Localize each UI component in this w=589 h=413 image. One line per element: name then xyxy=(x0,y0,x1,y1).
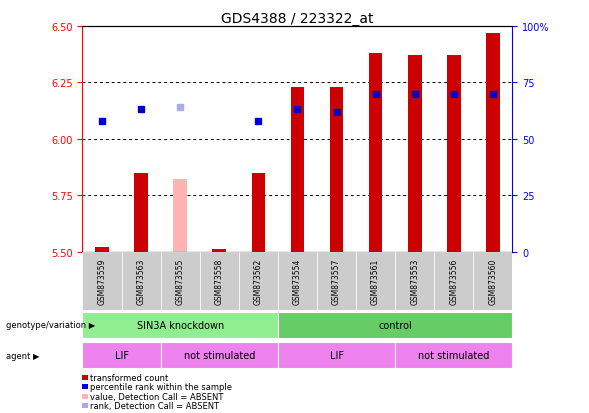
Text: not stimulated: not stimulated xyxy=(184,350,255,360)
Text: agent ▶: agent ▶ xyxy=(6,351,39,360)
Bar xyxy=(434,252,474,310)
Bar xyxy=(239,252,278,310)
Title: GDS4388 / 223322_at: GDS4388 / 223322_at xyxy=(221,12,373,26)
Bar xyxy=(252,173,265,252)
Bar xyxy=(82,342,161,368)
Bar xyxy=(200,252,239,310)
Text: percentile rank within the sample: percentile rank within the sample xyxy=(90,382,231,392)
Text: GSM873556: GSM873556 xyxy=(449,258,458,304)
Bar xyxy=(161,342,278,368)
Text: GSM873561: GSM873561 xyxy=(371,258,380,304)
Text: genotype/variation ▶: genotype/variation ▶ xyxy=(6,320,95,330)
Bar xyxy=(290,88,305,252)
Bar xyxy=(173,180,187,252)
Bar xyxy=(317,252,356,310)
Bar xyxy=(447,56,461,252)
Bar xyxy=(161,252,200,310)
Bar xyxy=(95,247,109,252)
Bar xyxy=(278,342,395,368)
Text: GSM873559: GSM873559 xyxy=(98,258,107,304)
Bar xyxy=(121,252,161,310)
Text: GSM873558: GSM873558 xyxy=(215,258,224,304)
Bar xyxy=(213,250,226,252)
Text: GSM873553: GSM873553 xyxy=(410,258,419,304)
Text: SIN3A knockdown: SIN3A knockdown xyxy=(137,320,224,330)
Text: not stimulated: not stimulated xyxy=(418,350,489,360)
Text: rank, Detection Call = ABSENT: rank, Detection Call = ABSENT xyxy=(90,401,219,410)
Bar xyxy=(82,312,278,338)
Text: GSM873560: GSM873560 xyxy=(488,258,497,304)
Bar xyxy=(278,312,512,338)
Text: value, Detection Call = ABSENT: value, Detection Call = ABSENT xyxy=(90,392,223,401)
Bar xyxy=(330,88,343,252)
Text: GSM873555: GSM873555 xyxy=(176,258,185,304)
Text: control: control xyxy=(378,320,412,330)
Text: GSM873563: GSM873563 xyxy=(137,258,145,304)
Text: GSM873554: GSM873554 xyxy=(293,258,302,304)
Text: LIF: LIF xyxy=(114,350,128,360)
Text: GSM873562: GSM873562 xyxy=(254,258,263,304)
Bar xyxy=(369,54,382,252)
Bar xyxy=(82,252,121,310)
Bar xyxy=(486,33,499,252)
Bar xyxy=(395,252,434,310)
Text: GSM873557: GSM873557 xyxy=(332,258,341,304)
Bar xyxy=(356,252,395,310)
Bar xyxy=(474,252,512,310)
Bar xyxy=(408,56,422,252)
Bar xyxy=(134,173,148,252)
Text: transformed count: transformed count xyxy=(90,373,168,382)
Bar xyxy=(278,252,317,310)
Bar xyxy=(395,342,512,368)
Text: LIF: LIF xyxy=(329,350,343,360)
